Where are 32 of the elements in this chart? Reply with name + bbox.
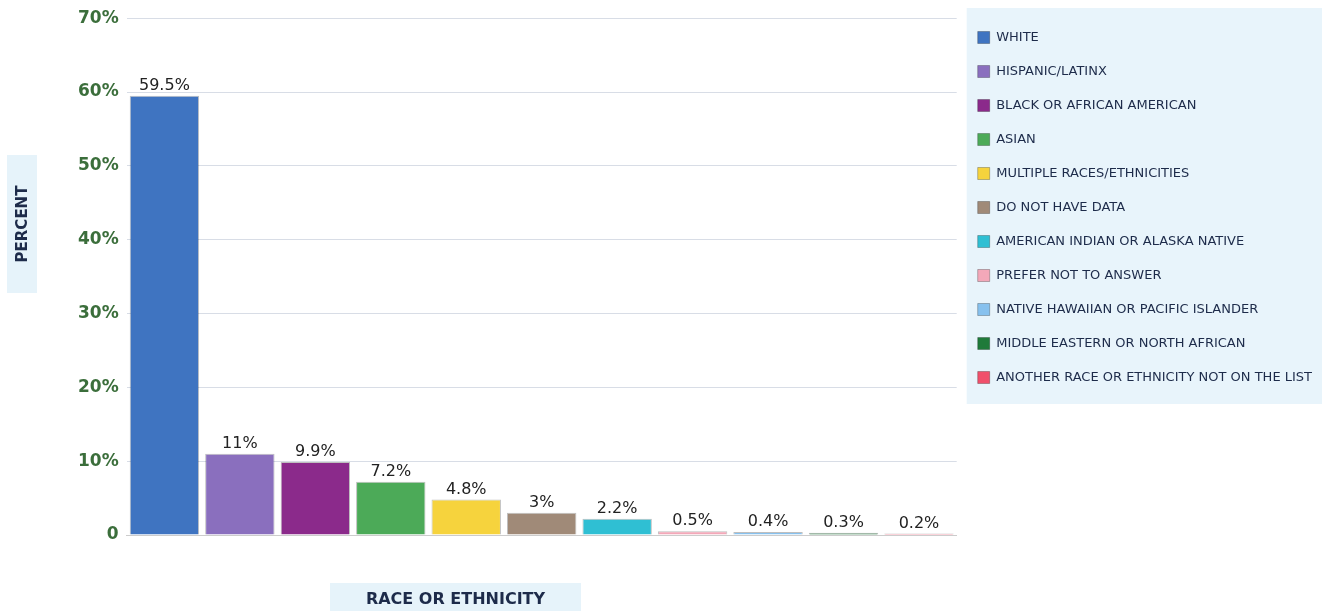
legend-label: DO NOT HAVE DATA xyxy=(996,198,1126,214)
y-tick-label: 60% xyxy=(77,80,119,101)
y-tick-label: 20% xyxy=(77,375,119,396)
data-label: 59.5% xyxy=(139,74,190,94)
legend-label: MIDDLE EASTERN OR NORTH AFRICAN xyxy=(996,334,1246,350)
data-label: 3% xyxy=(529,492,555,512)
legend-label: BLACK OR AFRICAN AMERICAN xyxy=(996,96,1197,112)
x-axis-title: RACE OR ETHNICITY xyxy=(330,583,581,611)
data-label: 9.9% xyxy=(295,441,336,461)
data-label: 4.8% xyxy=(445,478,487,498)
legend-label: WHITE xyxy=(996,28,1039,44)
y-tick-label: 70% xyxy=(77,6,119,27)
y-tick-label: 0 xyxy=(106,523,119,544)
legend-label: MULTIPLE RACES/ETHNICITIES xyxy=(996,164,1190,180)
legend-label: ASIAN xyxy=(996,130,1036,146)
legend-label: HISPANIC/LATINX xyxy=(996,62,1107,78)
y-tick-label: 10% xyxy=(77,449,119,470)
data-label: 0.4% xyxy=(747,511,789,531)
y-tick-label: 40% xyxy=(77,228,119,249)
data-label: 7.2% xyxy=(370,461,412,480)
legend-label: AMERICAN INDIAN OR ALASKA NATIVE xyxy=(996,232,1245,248)
data-label: 2.2% xyxy=(596,497,638,517)
data-label: 0.5% xyxy=(672,510,713,530)
y-axis-title: PERCENT xyxy=(13,185,31,263)
data-label: 11% xyxy=(222,432,258,452)
data-label: 0.3% xyxy=(823,511,864,531)
legend-label: ANOTHER RACE OR ETHNICITY NOT ON THE LIST xyxy=(996,368,1313,384)
y-tick-label: 30% xyxy=(77,301,119,322)
y-tick-label: 50% xyxy=(77,154,119,175)
legend-label: NATIVE HAWAIIAN OR PACIFIC ISLANDER xyxy=(996,300,1259,316)
data-label: 0.2% xyxy=(898,512,940,532)
legend-label: PREFER NOT TO ANSWER xyxy=(996,266,1162,282)
